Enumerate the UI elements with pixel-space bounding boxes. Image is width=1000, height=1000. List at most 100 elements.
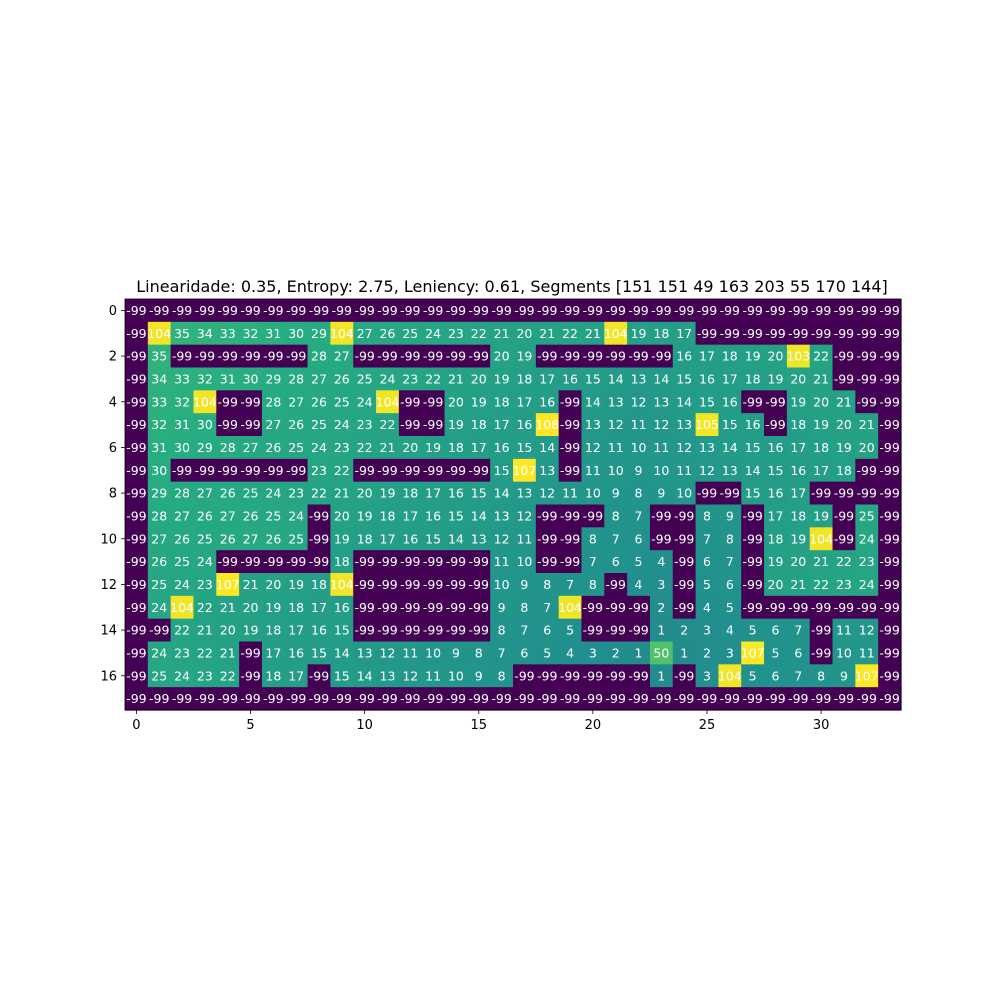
cell-value-label: 29 (197, 440, 213, 455)
cell-value-label: 20 (220, 623, 236, 638)
cell-value-label: -99 (651, 691, 671, 706)
cell-value-label: 4 (635, 577, 643, 592)
cell-value-label: 25 (357, 371, 373, 386)
cell-value-label: -99 (742, 577, 762, 592)
cell-value-label: 104 (376, 394, 400, 409)
cell-value-label: -99 (537, 349, 557, 364)
cell-value-label: 13 (494, 508, 510, 523)
cell-value-label: 11 (585, 463, 601, 478)
cell-value-label: 25 (288, 440, 304, 455)
cell-value-label: -99 (651, 531, 671, 546)
cell-value-label: 11 (653, 440, 669, 455)
cell-value-label: 25 (288, 531, 304, 546)
cell-value-label: 15 (745, 440, 761, 455)
cell-value-label: 16 (334, 600, 350, 615)
cell-value-label: 19 (448, 417, 464, 432)
cell-value-label: 17 (471, 440, 487, 455)
cell-value-label: 7 (498, 645, 506, 660)
cell-value-label: -99 (628, 600, 648, 615)
cell-value-label: 9 (657, 486, 665, 501)
cell-value-label: 107 (512, 463, 536, 478)
cell-value-label: -99 (354, 349, 374, 364)
cell-value-label: 104 (147, 326, 171, 341)
cell-value-label: 30 (151, 463, 167, 478)
cell-value-label: 21 (836, 394, 852, 409)
cell-value-label: -99 (605, 600, 625, 615)
cell-value-label: -99 (537, 531, 557, 546)
cell-value-label: -99 (354, 554, 374, 569)
cell-value-label: 6 (612, 554, 620, 569)
cell-value-label: -99 (217, 691, 237, 706)
cell-value-label: 16 (425, 508, 441, 523)
cell-value-label: 16 (311, 623, 327, 638)
cell-value-label: 23 (859, 554, 875, 569)
cell-value-label: 22 (471, 326, 487, 341)
cell-value-label: 13 (608, 394, 624, 409)
cell-value-label: 5 (749, 668, 757, 683)
y-tick-label: 0 (109, 304, 117, 319)
cell-value-label: 19 (790, 394, 806, 409)
cell-value-label: 34 (197, 326, 213, 341)
cell-value-label: -99 (309, 691, 329, 706)
cell-value-label: 23 (311, 463, 327, 478)
cell-value-label: 24 (151, 600, 167, 615)
cell-value-label: 25 (197, 531, 213, 546)
cell-value-label: -99 (811, 645, 831, 660)
cell-value-label: 10 (494, 577, 510, 592)
cell-value-label: -99 (560, 349, 580, 364)
cell-value-label: -99 (514, 668, 534, 683)
cell-value-label: 31 (151, 440, 167, 455)
x-tick-label: 0 (132, 718, 140, 733)
cell-value-label: 8 (520, 600, 528, 615)
cell-value-label: 17 (539, 371, 555, 386)
cell-value-label: -99 (400, 417, 420, 432)
cell-value-label: 9 (840, 668, 848, 683)
cell-value-label: 19 (494, 371, 510, 386)
cell-value-label: -99 (583, 303, 603, 318)
cell-value-label: -99 (720, 326, 740, 341)
cell-value-label: 1 (635, 645, 643, 660)
cell-value-label: -99 (560, 554, 580, 569)
cell-value-label: -99 (879, 645, 899, 660)
cell-value-label: 12 (402, 668, 418, 683)
cell-value-label: -99 (126, 463, 146, 478)
cell-value-label: 18 (311, 577, 327, 592)
cell-value-label: -99 (423, 463, 443, 478)
cell-value-label: -99 (765, 691, 785, 706)
cell-value-label: 10 (425, 645, 441, 660)
cell-value-label: 8 (703, 508, 711, 523)
cell-value-label: -99 (172, 463, 192, 478)
cell-value-label: -99 (126, 371, 146, 386)
y-tick-label: 4 (109, 395, 117, 410)
cell-value-label: -99 (446, 623, 466, 638)
cell-value-label: 11 (631, 417, 647, 432)
cell-value-label: -99 (788, 303, 808, 318)
cell-value-label: 9 (612, 486, 620, 501)
cell-value-label: -99 (605, 303, 625, 318)
cell-value-label: -99 (560, 394, 580, 409)
cell-value-label: 17 (311, 600, 327, 615)
cell-value-label: 17 (722, 371, 738, 386)
cell-value-label: -99 (240, 303, 260, 318)
cell-value-label: 15 (516, 440, 532, 455)
cell-value-label: -99 (263, 554, 283, 569)
cell-value-label: 20 (357, 486, 373, 501)
cell-value-label: -99 (377, 463, 397, 478)
cell-value-label: 5 (543, 645, 551, 660)
cell-value-label: 18 (380, 508, 396, 523)
cell-value-label: 19 (768, 554, 784, 569)
cell-value-label: 24 (174, 668, 190, 683)
cell-value-label: 15 (425, 531, 441, 546)
cell-value-label: 26 (265, 440, 281, 455)
cell-value-label: -99 (126, 554, 146, 569)
cell-value-label: 17 (790, 486, 806, 501)
cell-value-label: 22 (380, 417, 396, 432)
cell-value-label: 17 (425, 486, 441, 501)
cell-value-label: -99 (354, 691, 374, 706)
cell-value-label: 27 (288, 394, 304, 409)
cell-value-label: 16 (448, 486, 464, 501)
cell-value-label: 17 (288, 668, 304, 683)
cell-value-label: 18 (790, 417, 806, 432)
cell-value-label: 27 (311, 371, 327, 386)
cell-value-label: -99 (126, 349, 146, 364)
